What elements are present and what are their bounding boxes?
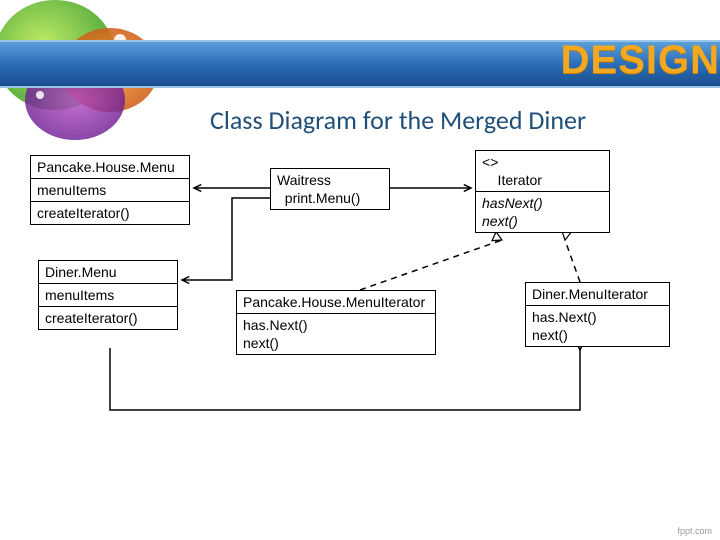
uml-section: Pancake.House.Menu <box>31 156 189 179</box>
uml-class-waitress: Waitress print.Menu() <box>270 168 390 210</box>
uml-section: menuItems <box>31 179 189 202</box>
uml-section: has.Next()next() <box>237 314 435 354</box>
uml-section: Diner.MenuIterator <box>526 283 669 306</box>
uml-class-dinerMenuIterator: Diner.MenuIteratorhas.Next()next() <box>525 282 670 347</box>
uml-class-iterator: <> IteratorhasNext()next() <box>475 150 610 233</box>
footer-attribution: fppt.com <box>677 526 712 536</box>
uml-section: createIterator() <box>31 202 189 224</box>
uml-section: Pancake.House.MenuIterator <box>237 291 435 314</box>
uml-section: createIterator() <box>39 307 177 329</box>
uml-class-pancakeHouseMenuIterator: Pancake.House.MenuIteratorhas.Next()next… <box>236 290 436 355</box>
page-title: Class Diagram for the Merged Diner <box>210 104 586 136</box>
uml-section: hasNext()next() <box>476 192 609 232</box>
uml-class-pancakeHouseMenu: Pancake.House.MenumenuItemscreateIterato… <box>30 155 190 225</box>
uml-section: <> Iterator <box>476 151 609 192</box>
design-logo: DESIGN <box>561 38 720 83</box>
uml-class-dinerMenu: Diner.MenumenuItemscreateIterator() <box>38 260 178 330</box>
uml-section: Waitress print.Menu() <box>271 169 389 209</box>
uml-section: menuItems <box>39 284 177 307</box>
uml-section: has.Next()next() <box>526 306 669 346</box>
class-diagram: Pancake.House.MenumenuItemscreateIterato… <box>20 150 700 470</box>
uml-section: Diner.Menu <box>39 261 177 284</box>
